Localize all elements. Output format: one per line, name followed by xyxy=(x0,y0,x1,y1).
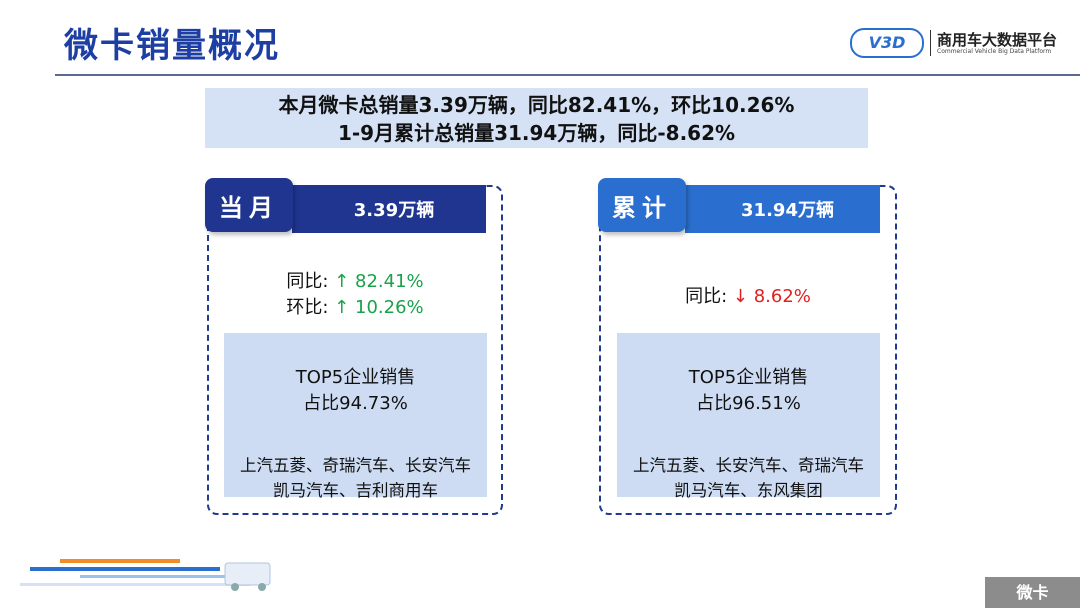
header-divider xyxy=(55,74,1080,76)
logo: V3D 商用车大数据平台 Commercial Vehicle Big Data… xyxy=(850,28,1057,58)
yoy-label: 同比: xyxy=(685,286,728,307)
yoy-label: 同比: xyxy=(286,271,329,292)
companies-line2: 凯马汽车、东风集团 xyxy=(674,481,823,500)
logo-cn: 商用车大数据平台 xyxy=(937,30,1058,49)
top5-title: TOP5企业销售 xyxy=(688,367,809,388)
companies-line1: 上汽五菱、奇瑞汽车、长安汽车 xyxy=(240,456,471,475)
top5-share: 占比96.51% xyxy=(696,393,801,414)
yoy-value: 8.62% xyxy=(753,286,811,307)
logo-en: Commercial Vehicle Big Data Platform xyxy=(937,47,1052,55)
top5-share: 占比94.73% xyxy=(303,393,408,414)
companies-line1: 上汽五菱、长安汽车、奇瑞汽车 xyxy=(633,456,864,475)
monthly-tab: 当月 xyxy=(205,178,293,232)
truck-speed-decoration xyxy=(20,559,271,591)
arrow-down-icon: ↓ xyxy=(732,286,748,307)
monthly-value: 3.39万辆 xyxy=(292,185,486,233)
cumulative-tab: 累计 xyxy=(598,178,686,232)
summary-line2: 1-9月累计总销量31.94万辆，同比-8.62% xyxy=(337,121,736,145)
mom-value: 10.26% xyxy=(355,297,424,318)
companies-line2: 凯马汽车、吉利商用车 xyxy=(273,481,438,500)
top5-title: TOP5企业销售 xyxy=(295,367,416,388)
monthly-stats: 同比: ↑ 82.41% 环比: ↑ 10.26% xyxy=(207,269,503,321)
mom-label: 环比: xyxy=(286,297,329,318)
cumulative-stats: 同比: ↓ 8.62% xyxy=(599,284,897,310)
arrow-up-icon: ↑ xyxy=(334,297,350,318)
summary-box: 本月微卡总销量3.39万辆，同比82.41%，环比10.26% 1-9月累计总销… xyxy=(205,88,868,148)
logo-mark: V3D xyxy=(850,28,924,58)
cumulative-top5-panel: TOP5企业销售 占比96.51% 上汽五菱、长安汽车、奇瑞汽车 凯马汽车、东风集团 xyxy=(617,333,880,500)
arrow-up-icon: ↑ xyxy=(334,271,350,292)
cumulative-value: 31.94万辆 xyxy=(685,185,880,233)
yoy-value: 82.41% xyxy=(355,271,424,292)
page-title: 微卡销量概况 xyxy=(64,26,280,66)
footer-category-tag: 微卡 xyxy=(985,577,1080,608)
logo-divider xyxy=(930,30,931,56)
monthly-top5-panel: TOP5企业销售 占比94.73% 上汽五菱、奇瑞汽车、长安汽车 凯马汽车、吉利商用… xyxy=(224,333,487,500)
summary-line1: 本月微卡总销量3.39万辆，同比82.41%，环比10.26% xyxy=(278,93,795,117)
